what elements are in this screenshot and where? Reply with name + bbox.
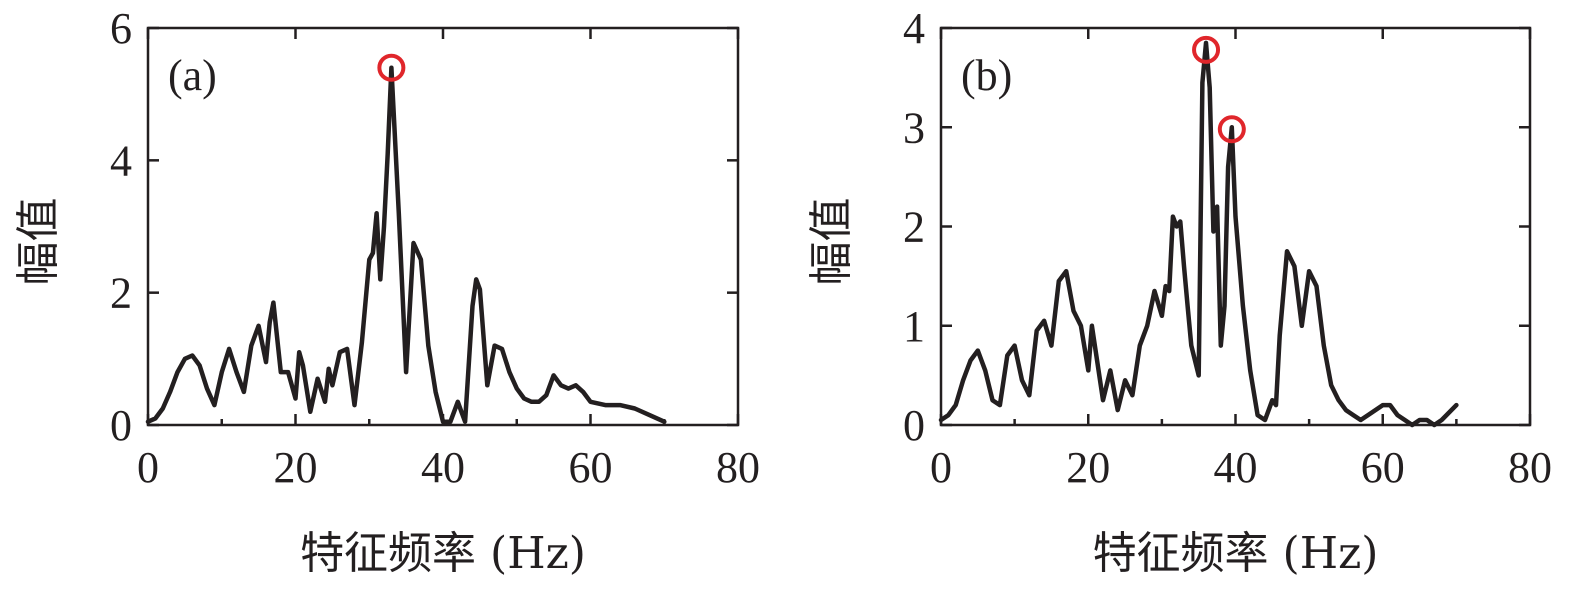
x-tick-label: 20 — [1066, 443, 1110, 492]
x-tick-label: 80 — [716, 443, 760, 492]
panel-label: (b) — [961, 51, 1012, 100]
peak-marker — [377, 53, 406, 82]
y-tick-label: 3 — [903, 103, 925, 152]
x-tick-label: 40 — [421, 443, 465, 492]
peak-marker — [1192, 35, 1221, 64]
peak-marker — [1217, 115, 1246, 144]
y-axis-title: 幅值 — [13, 198, 64, 286]
x-tick-label: 80 — [1508, 443, 1552, 492]
series-line — [938, 40, 1459, 428]
x-axis-title: 特征频率 (Hz) — [1093, 528, 1379, 579]
y-tick-label: 1 — [903, 302, 925, 351]
y-tick-label: 4 — [110, 136, 132, 185]
panel-label: (a) — [168, 51, 217, 100]
series-line — [145, 65, 667, 424]
x-tick-label: 0 — [930, 443, 952, 492]
x-axis-title: 特征频率 (Hz) — [300, 528, 586, 579]
x-tick-label: 0 — [137, 443, 159, 492]
panel-a: 0 20 40 60 80 0 2 4 6 (a) 特征频率 (Hz) 幅值 — [13, 4, 760, 579]
y-tick-label: 2 — [110, 269, 132, 318]
x-tick-label: 60 — [1361, 443, 1405, 492]
y-tick-label: 6 — [110, 4, 132, 53]
x-tick-label: 20 — [274, 443, 318, 492]
y-axis-title: 幅值 — [806, 198, 857, 286]
y-tick-label: 0 — [110, 401, 132, 450]
x-tick-label: 40 — [1214, 443, 1258, 492]
x-tick-label: 60 — [569, 443, 613, 492]
y-tick-label: 0 — [903, 401, 925, 450]
y-tick-label: 2 — [903, 203, 925, 252]
y-tick-label: 4 — [903, 4, 925, 53]
panel-b: 0 20 40 60 80 0 1 2 3 4 (b) 特征频率 (Hz) 幅值 — [806, 4, 1552, 579]
